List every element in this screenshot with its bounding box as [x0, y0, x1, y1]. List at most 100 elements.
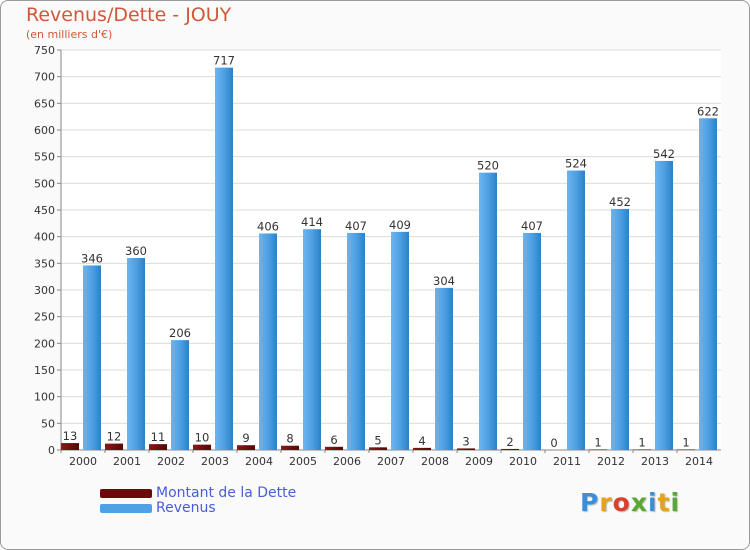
- x-tick-label: 2005: [289, 455, 317, 468]
- legend-swatch-dette: [100, 489, 152, 498]
- revenus-bar: [83, 265, 101, 450]
- revenus-bar: [127, 258, 145, 450]
- x-tick-label: 2007: [377, 455, 405, 468]
- x-tick-label: 2000: [69, 455, 97, 468]
- revenus-bar: [391, 231, 409, 450]
- y-tick-label: 150: [34, 364, 55, 377]
- x-tick-label: 2013: [641, 455, 669, 468]
- revenus-bar: [611, 208, 629, 450]
- revenus-value-label: 524: [565, 157, 587, 171]
- x-tick-label: 2003: [201, 455, 229, 468]
- revenus-value-label: 409: [389, 218, 411, 232]
- revenus-value-label: 414: [301, 215, 323, 229]
- x-tick-label: 2011: [553, 455, 581, 468]
- debt-bar: [325, 446, 343, 450]
- y-tick-label: 0: [48, 444, 55, 457]
- revenus-value-label: 542: [653, 147, 675, 161]
- revenus-bar: [655, 160, 673, 450]
- debt-value-label: 5: [374, 433, 381, 447]
- debt-value-label: 0: [550, 436, 557, 450]
- proxiti-logo: Proxiti: [580, 488, 680, 517]
- debt-value-label: 10: [195, 431, 210, 445]
- logo-letter: x: [630, 488, 648, 517]
- y-tick-label: 450: [34, 204, 55, 217]
- x-tick-label: 2008: [421, 455, 449, 468]
- debt-value-label: 2: [506, 435, 513, 449]
- debt-value-label: 8: [286, 432, 293, 446]
- x-tick-label: 2014: [685, 455, 713, 468]
- x-tick-label: 2009: [465, 455, 493, 468]
- debt-value-label: 11: [151, 430, 166, 444]
- x-tick-label: 2012: [597, 455, 625, 468]
- y-tick-label: 600: [34, 124, 55, 137]
- debt-bar: [633, 449, 651, 450]
- logo-letter: i: [670, 488, 681, 517]
- y-tick-label: 500: [34, 177, 55, 190]
- revenus-bar: [523, 232, 541, 450]
- legend-label-dette: Montant de la Dette: [156, 485, 297, 501]
- revenus-bar: [215, 67, 233, 450]
- logo-letter: r: [599, 488, 613, 517]
- debt-bar: [369, 447, 387, 450]
- y-tick-label: 250: [34, 311, 55, 324]
- logo-letter: o: [612, 488, 631, 517]
- debt-bar: [677, 449, 695, 450]
- y-tick-label: 550: [34, 151, 55, 164]
- x-tick-label: 2010: [509, 455, 537, 468]
- debt-value-label: 1: [638, 435, 645, 449]
- revenus-value-label: 206: [169, 326, 191, 340]
- debt-bar: [61, 443, 79, 450]
- debt-value-label: 4: [418, 434, 425, 448]
- debt-bar: [149, 444, 167, 450]
- debt-bar: [281, 445, 299, 450]
- revenus-bar: [347, 232, 365, 450]
- debt-value-label: 3: [462, 434, 469, 448]
- debt-bar: [105, 443, 123, 450]
- debt-value-label: 9: [242, 431, 249, 445]
- y-tick-label: 200: [34, 337, 55, 350]
- debt-value-label: 13: [63, 429, 78, 443]
- legend-swatch-revenus: [100, 504, 152, 513]
- debt-value-label: 1: [682, 435, 689, 449]
- debt-bar: [237, 445, 255, 450]
- debt-value-label: 12: [107, 430, 122, 444]
- x-tick-label: 2002: [157, 455, 185, 468]
- revenus-value-label: 622: [697, 104, 719, 118]
- debt-bar: [589, 449, 607, 450]
- chart-subtitle: (en milliers d'€): [26, 28, 113, 41]
- logo-letter: t: [657, 488, 671, 517]
- y-tick-label: 750: [34, 44, 55, 57]
- debt-bar: [193, 444, 211, 450]
- x-tick-label: 2004: [245, 455, 273, 468]
- revenus-bar: [435, 287, 453, 450]
- revenus-bar: [479, 172, 497, 450]
- logo-letter: P: [580, 488, 600, 517]
- revenus-value-label: 406: [257, 219, 279, 233]
- y-tick-label: 350: [34, 257, 55, 270]
- revenus-value-label: 717: [213, 54, 235, 68]
- debt-bar: [457, 448, 475, 450]
- debt-value-label: 1: [594, 435, 601, 449]
- revenus-value-label: 407: [345, 219, 367, 233]
- revenus-value-label: 346: [81, 251, 103, 265]
- logo-letter: i: [648, 488, 658, 517]
- revenus-bar: [567, 170, 585, 451]
- revenus-bar: [259, 233, 277, 450]
- debt-bar: [501, 448, 519, 450]
- revenus-bar: [699, 118, 717, 451]
- revenus-value-label: 304: [433, 274, 455, 288]
- y-tick-label: 50: [41, 417, 55, 430]
- revenus-value-label: 520: [477, 159, 499, 173]
- legend-label-revenus: Revenus: [156, 500, 216, 516]
- x-tick-label: 2001: [113, 455, 141, 468]
- x-tick-label: 2006: [333, 455, 361, 468]
- revenus-value-label: 360: [125, 244, 147, 258]
- y-tick-label: 650: [34, 97, 55, 110]
- y-tick-label: 400: [34, 231, 55, 244]
- revenus-value-label: 452: [609, 195, 631, 209]
- debt-bar: [413, 447, 431, 450]
- y-tick-label: 100: [34, 391, 55, 404]
- debt-value-label: 6: [330, 433, 337, 447]
- revenus-value-label: 407: [521, 219, 543, 233]
